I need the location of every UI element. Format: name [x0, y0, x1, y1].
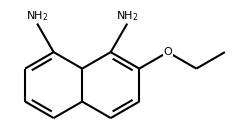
Text: O: O — [164, 47, 172, 57]
Text: NH$_2$: NH$_2$ — [26, 9, 48, 23]
Text: NH$_2$: NH$_2$ — [116, 9, 138, 23]
